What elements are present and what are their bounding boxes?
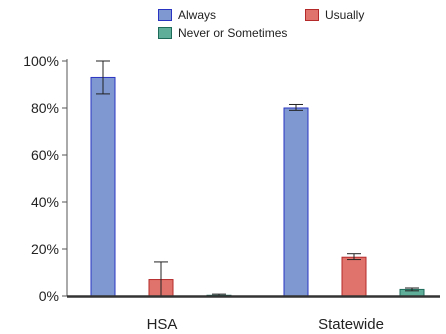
y-tick-label: 0% <box>39 288 59 304</box>
x-category-label-statewide: Statewide <box>318 316 384 333</box>
bar-always-hsa <box>90 76 116 297</box>
legend-swatch-usually <box>305 9 319 21</box>
y-tick-label: 40% <box>31 194 59 210</box>
legend-swatch-never-or-sometimes <box>158 27 172 39</box>
legend-label-always: Always <box>178 8 217 22</box>
x-category-label-hsa: HSA <box>147 316 178 333</box>
legend-item-usually: Usually <box>305 8 364 22</box>
bar-always-statewide <box>283 107 309 297</box>
y-tick-label: 80% <box>31 100 59 116</box>
legend-label-never-or-sometimes: Never or Sometimes <box>178 26 288 40</box>
legend-item-always: Always <box>158 8 216 22</box>
legend-swatch-always <box>158 9 172 21</box>
y-tick-label: 20% <box>31 241 59 257</box>
y-tick-label: 100% <box>23 53 59 69</box>
legend-label-usually: Usually <box>325 8 365 22</box>
y-tick-label: 60% <box>31 147 59 163</box>
legend-item-never-or-sometimes: Never or Sometimes <box>158 26 287 40</box>
bar-usually-statewide <box>341 256 367 297</box>
